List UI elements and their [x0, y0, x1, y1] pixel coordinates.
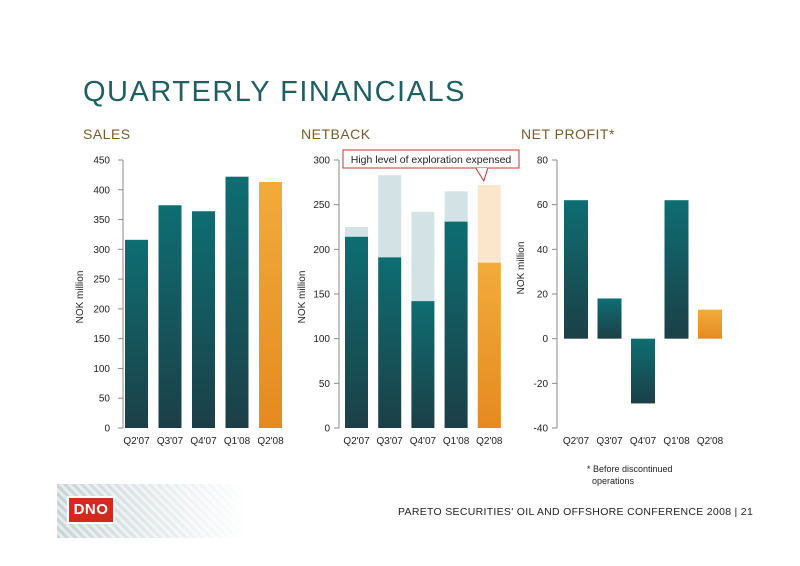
netback-x-tick-label: Q2'07 — [343, 436, 370, 447]
net-profit-x-tick-label: Q3'07 — [596, 436, 623, 447]
net-profit-y-tick-label: -20 — [534, 379, 549, 390]
sales-y-tick-label: 100 — [93, 364, 110, 375]
net-profit-y-tick-label: 60 — [537, 200, 549, 211]
footer-text: PARETO SECURITIES' OIL AND OFFSHORE CONF… — [398, 506, 754, 518]
net-profit-bar — [664, 200, 689, 339]
netback-chart: 0 50 100 150 200 250 300 NOK million Q2'07 Q3'07 Q… — [297, 149, 520, 447]
net-profit-y-tick-label: -40 — [534, 424, 549, 435]
sales-y-tick-label: 300 — [93, 245, 110, 256]
sales-y-tick-label: 250 — [93, 275, 110, 286]
netback-x-tick-label: Q4'07 — [410, 436, 437, 447]
net-profit-panel-title: NET PROFIT* — [521, 126, 615, 142]
sales-bar — [125, 239, 148, 428]
net-profit-bar — [698, 309, 722, 339]
netback-y-tick-label: 250 — [313, 200, 330, 211]
footnote-line-2: operations — [592, 476, 635, 486]
net-profit-bar — [631, 338, 655, 404]
footnote-line-1: * Before discontinued — [587, 464, 673, 474]
netback-y-axis-label: NOK million — [297, 271, 308, 324]
sales-bar — [192, 211, 215, 428]
net-profit-x-tick-label: Q1'08 — [663, 436, 690, 447]
footnote: * Before discontinued operations — [587, 463, 697, 487]
netback-annotation-text: High level of exploration expensed — [351, 154, 512, 166]
netback-y-tick-label: 150 — [313, 290, 330, 301]
page-title: QUARTERLY FINANCIALS — [83, 76, 466, 108]
sales-x-tick-label: Q2'07 — [123, 436, 150, 447]
dno-logo: DNO — [67, 496, 115, 524]
net-profit-y-tick-label: 80 — [537, 156, 549, 167]
sales-x-tick-label: Q2'08 — [257, 436, 284, 447]
sales-x-tick-label: Q1'08 — [224, 436, 251, 447]
net-profit-bar — [597, 298, 622, 339]
sales-y-tick-label: 50 — [99, 394, 111, 405]
netback-bar — [345, 236, 368, 428]
netback-annotation-box — [342, 149, 520, 169]
netback-y-tick-label: 0 — [324, 424, 330, 435]
sales-x-tick-label: Q4'07 — [190, 436, 217, 447]
netback-annotation-pointer — [475, 167, 489, 183]
netback-y-tick-label: 100 — [313, 334, 330, 345]
netback-panel-title: NETBACK — [301, 126, 371, 142]
sales-y-tick-label: 0 — [104, 424, 110, 435]
sales-y-tick-label: 150 — [93, 334, 110, 345]
net-profit-y-tick-label: 0 — [542, 334, 548, 345]
sales-bar — [158, 205, 182, 428]
net-profit-chart: -40 -20 0 20 40 60 80 NOK million Q2'07 Q3'07 Q4'0… — [516, 156, 724, 448]
net-profit-y-axis-label: NOK million — [516, 242, 527, 295]
netback-x-tick-label: Q1'08 — [443, 436, 470, 447]
sales-y-tick-label: 450 — [93, 156, 110, 167]
sales-panel-title: SALES — [83, 126, 131, 142]
netback-bar — [444, 221, 468, 428]
sales-y-tick-label: 350 — [93, 215, 110, 226]
sales-y-axis-label: NOK million — [75, 271, 86, 324]
net-profit-bar — [564, 200, 588, 339]
sales-y-tick-label: 200 — [93, 304, 110, 315]
sales-chart: 0 50 100 150 200 250 300 350 400 450 NOK million Q2… — [75, 156, 284, 448]
sales-y-tick-label: 400 — [93, 185, 110, 196]
netback-bar — [378, 257, 402, 428]
net-profit-x-tick-label: Q2'08 — [697, 436, 724, 447]
netback-y-tick-label: 50 — [319, 379, 331, 390]
netback-bar — [411, 301, 435, 428]
sales-x-tick-label: Q3'07 — [157, 436, 184, 447]
net-profit-y-tick-label: 40 — [537, 245, 549, 256]
net-profit-x-tick-label: Q2'07 — [563, 436, 590, 447]
net-profit-y-tick-label: 20 — [537, 290, 549, 301]
netback-y-tick-label: 200 — [313, 245, 330, 256]
netback-x-tick-label: Q3'07 — [377, 436, 404, 447]
sales-bar — [259, 182, 282, 428]
netback-y-tick-label: 300 — [313, 156, 330, 167]
net-profit-x-tick-label: Q4'07 — [630, 436, 657, 447]
netback-bar — [477, 262, 501, 428]
netback-x-tick-label: Q2'08 — [476, 436, 503, 447]
sales-bar — [225, 176, 249, 428]
